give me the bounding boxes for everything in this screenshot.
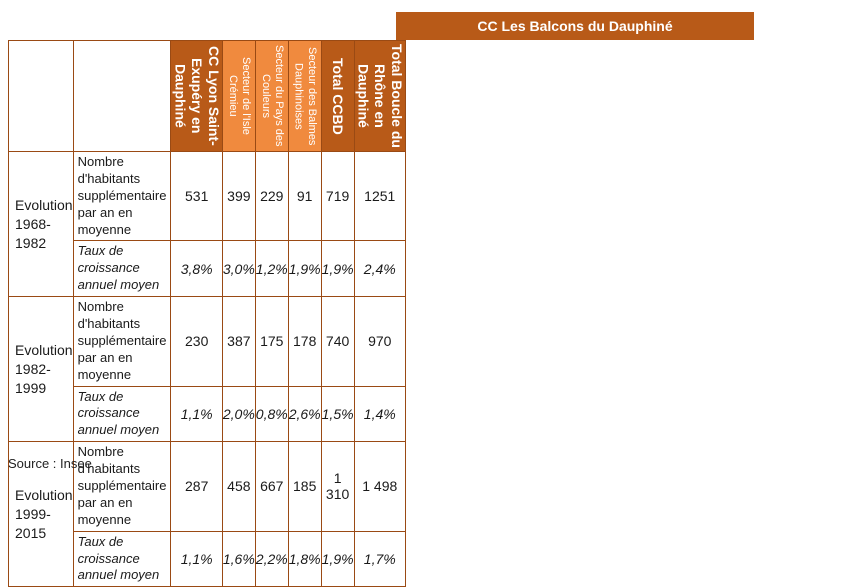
value-cell: 1251 bbox=[353, 150, 406, 242]
value-cell: 1,9% bbox=[287, 240, 322, 298]
header-total-ccbd: Total CCBD bbox=[320, 40, 355, 152]
value-cell: 3,8% bbox=[170, 240, 223, 298]
period-label: Evolution 1982-1999 bbox=[8, 296, 74, 443]
table-row: Evolution 1968-1982 Nombre d'habitants s… bbox=[8, 150, 406, 298]
row-label-taux: Taux de croissance annuel moyen bbox=[72, 385, 172, 443]
value-cell: 178 bbox=[287, 296, 322, 387]
header-isle-cremieu: Secteur de l'Isle Crémieu bbox=[221, 40, 256, 152]
value-cell: 1,2% bbox=[254, 240, 289, 298]
table-row: Taux de croissance annuel moyen 3,8% 3,0… bbox=[9, 240, 406, 298]
value-cell: 229 bbox=[254, 150, 289, 242]
value-cell: 1,9% bbox=[320, 530, 355, 587]
header-pays-couleurs: Secteur du Pays des Couleurs bbox=[254, 40, 289, 152]
value-cell: 1,1% bbox=[170, 385, 223, 443]
value-cell: 719 bbox=[320, 150, 355, 242]
value-cell: 1,1% bbox=[170, 530, 223, 587]
value-cell: 1,9% bbox=[320, 240, 355, 298]
value-cell: 2,2% bbox=[254, 530, 289, 587]
row-label-habitants: Nombre d'habitants supplémentaire par an… bbox=[72, 296, 172, 387]
period-label: Evolution 1968-1982 bbox=[8, 150, 74, 298]
value-cell: 458 bbox=[221, 441, 256, 532]
header-blank-period bbox=[8, 40, 74, 152]
value-cell: 399 bbox=[221, 150, 256, 242]
value-cell: 387 bbox=[221, 296, 256, 387]
header-cc-lyon: CC Lyon Saint-Exupéry en Dauphiné bbox=[170, 40, 223, 152]
group-banner: CC Les Balcons du Dauphiné bbox=[396, 12, 754, 40]
header-row: CC Lyon Saint-Exupéry en Dauphiné Secteu… bbox=[8, 40, 406, 152]
value-cell: 1,6% bbox=[221, 530, 256, 587]
row-label-habitants: Nombre d'habitants supplémentaire par an… bbox=[72, 150, 172, 242]
value-cell: 1 310 bbox=[320, 441, 355, 532]
value-cell: 1,8% bbox=[287, 530, 322, 587]
population-table: CC Lyon Saint-Exupéry en Dauphiné Secteu… bbox=[8, 40, 406, 587]
value-cell: 531 bbox=[170, 150, 223, 242]
table-row: Evolution 1982-1999 Nombre d'habitants s… bbox=[8, 296, 406, 443]
header-balmes-dauphinoises: Secteur des Balmes Dauphinoises bbox=[287, 40, 322, 152]
header-total-boucle: Total Boucle du Rhône en Dauphiné bbox=[353, 40, 406, 152]
value-cell: 970 bbox=[353, 296, 406, 387]
value-cell: 175 bbox=[254, 296, 289, 387]
value-cell: 2,0% bbox=[221, 385, 256, 443]
value-cell: 2,6% bbox=[287, 385, 322, 443]
value-cell: 3,0% bbox=[221, 240, 256, 298]
value-cell: 2,4% bbox=[353, 240, 406, 298]
table-row: Taux de croissance annuel moyen 1,1% 2,0… bbox=[9, 385, 406, 443]
row-label-taux: Taux de croissance annuel moyen bbox=[72, 240, 172, 298]
value-cell: 1,4% bbox=[353, 385, 406, 443]
row-label-taux: Taux de croissance annuel moyen bbox=[72, 530, 172, 587]
value-cell: 1,7% bbox=[353, 530, 406, 587]
value-cell: 740 bbox=[320, 296, 355, 387]
value-cell: 0,8% bbox=[254, 385, 289, 443]
source-note: Source : Insee bbox=[8, 456, 92, 471]
value-cell: 667 bbox=[254, 441, 289, 532]
header-blank-label bbox=[72, 40, 172, 152]
value-cell: 91 bbox=[287, 150, 322, 242]
value-cell: 230 bbox=[170, 296, 223, 387]
value-cell: 1 498 bbox=[353, 441, 406, 532]
value-cell: 185 bbox=[287, 441, 322, 532]
value-cell: 287 bbox=[170, 441, 223, 532]
value-cell: 1,5% bbox=[320, 385, 355, 443]
